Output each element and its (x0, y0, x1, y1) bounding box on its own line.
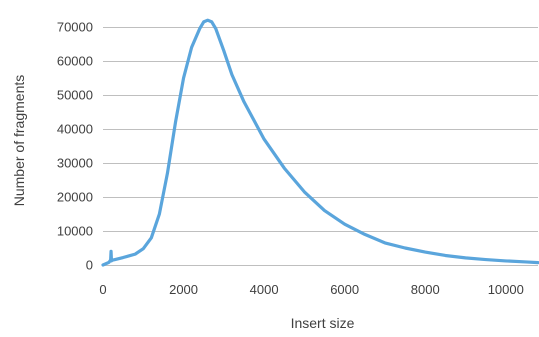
y-axis-title: Number of fragments (11, 75, 27, 207)
x-tick-label-4: 8000 (411, 282, 440, 297)
x-tick-label-3: 6000 (330, 282, 359, 297)
x-tick-label-2: 4000 (250, 282, 279, 297)
x-axis-title: Insert size (291, 315, 355, 331)
y-tick-label-7: 70000 (57, 20, 93, 35)
x-tick-label-0: 0 (99, 282, 106, 297)
gridlines (103, 27, 538, 232)
x-tick-label-5: 10000 (488, 282, 524, 297)
y-tick-labels: 0 10000 20000 30000 40000 50000 60000 70000 (57, 20, 93, 273)
series-group (101, 18, 539, 267)
y-tick-label-6: 60000 (57, 54, 93, 69)
x-tick-labels: 0 2000 4000 6000 8000 10000 (99, 282, 523, 297)
y-tick-label-0: 0 (86, 258, 93, 273)
y-tick-label-2: 20000 (57, 190, 93, 205)
y-tick-label-5: 50000 (57, 88, 93, 103)
y-tick-label-4: 40000 (57, 122, 93, 137)
x-tick-label-1: 2000 (169, 282, 198, 297)
series-line-0 (101, 18, 539, 267)
y-tick-label-3: 30000 (57, 156, 93, 171)
y-tick-label-1: 10000 (57, 224, 93, 239)
